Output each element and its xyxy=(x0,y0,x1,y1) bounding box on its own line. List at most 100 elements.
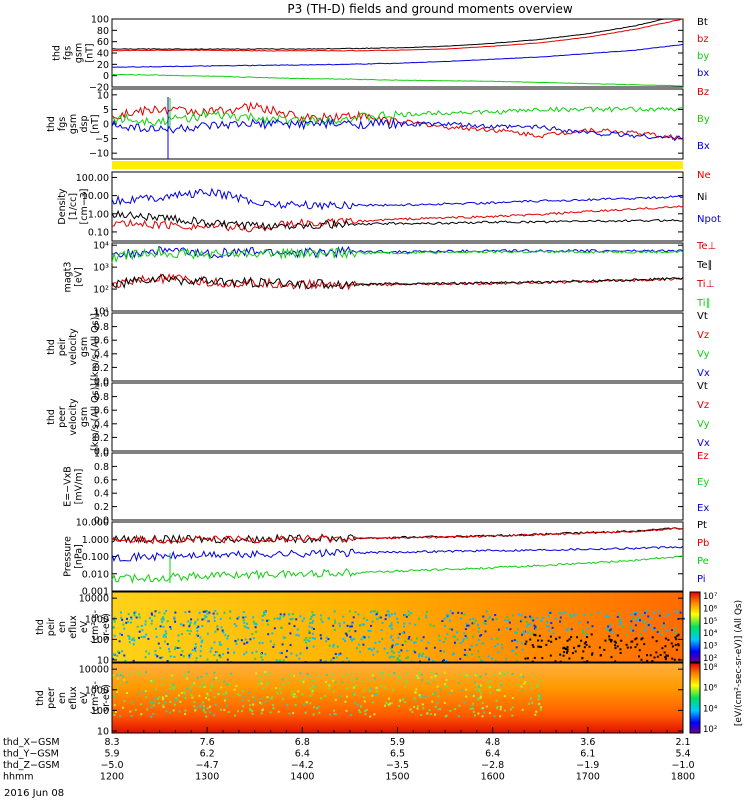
pressure-ytick-label: 0.100 xyxy=(82,552,109,563)
electron-spectrogram-pixel xyxy=(165,710,168,713)
ion-spectrogram-pixel xyxy=(113,653,116,656)
electron-spectrogram-pixel xyxy=(193,705,196,708)
electron-spectrogram-pixel xyxy=(332,690,335,693)
ion-spectrogram-pixel xyxy=(372,610,375,613)
efield-ytick-label: 0.6 xyxy=(94,475,109,486)
ion-spectrogram-pixel xyxy=(182,624,185,627)
ion-spectrogram-pixel xyxy=(194,650,197,652)
ion-spectrogram-pixel xyxy=(312,645,315,648)
ion-spectrogram-pixel xyxy=(463,632,466,635)
ion-spectrogram-pixel xyxy=(515,631,518,634)
ion-spectrogram-pixel xyxy=(414,641,417,644)
ion-spectrogram-pixel xyxy=(145,650,148,653)
ion-spectrogram-ylabel-line: peir xyxy=(46,618,57,637)
ion-spectrogram-pixel xyxy=(576,636,579,639)
ion-spectrogram-pixel xyxy=(428,658,431,661)
ion-spectrogram-pixel xyxy=(679,611,682,614)
ion-spectrogram-pixel xyxy=(180,653,183,656)
ion-spectrogram-pixel xyxy=(451,612,454,615)
ion-spectrogram-ytick-label: 1000 xyxy=(85,614,109,625)
ion-spectrogram-pixel xyxy=(572,614,575,617)
pressure-ytick-label: 10.000 xyxy=(76,518,109,529)
axis-row-value: 6.2 xyxy=(200,749,215,760)
electron-spectrogram-pixel xyxy=(465,688,468,691)
ion-spectrogram-ytick-label: 10000 xyxy=(79,594,109,605)
ion-spectrogram-pixel xyxy=(278,659,281,662)
ion-spectrogram-pixel xyxy=(477,623,479,626)
ion-spectrogram-pixel xyxy=(554,660,557,663)
ion-spectrogram-pixel xyxy=(159,625,162,628)
fgs-mag-legend-3: bx xyxy=(697,68,709,79)
electron-spectrogram-pixel xyxy=(355,685,357,688)
ion-velocity-legend-2: Vy xyxy=(697,349,710,360)
ion-spectrogram-pixel xyxy=(446,632,449,635)
electron-spectrogram-pixel xyxy=(382,676,385,679)
electron-spectrogram-pixel xyxy=(203,685,206,688)
electron-spectrogram-pixel xyxy=(369,687,372,690)
ion-spectrogram-pixel xyxy=(516,640,519,643)
electron-spectrogram-pixel xyxy=(458,682,460,685)
ion-spectrogram-pixel xyxy=(451,628,454,631)
electron-spectrogram-pixel xyxy=(409,708,412,711)
ion-spectrogram-pixel xyxy=(303,617,306,620)
electron-spectrogram-ylabel-line: en xyxy=(57,692,68,704)
ion-spectrogram-pixel xyxy=(243,642,246,645)
ion-colorbar-tick-label: 10⁷ xyxy=(703,592,718,602)
ion-spectrogram-pixel xyxy=(204,614,207,617)
pressure-ylabel-line: [nPa] xyxy=(74,544,85,569)
electron-spectrogram-pixel xyxy=(186,687,189,690)
electron-spectrogram-pixel xyxy=(267,681,269,684)
electron-spectrogram-pixel xyxy=(426,712,429,715)
ion-spectrogram-pixel xyxy=(626,646,629,649)
fgs-mag-ylabel-line: thd xyxy=(52,45,63,61)
ion-spectrogram-pixel xyxy=(475,644,478,647)
electron-spectrogram-pixel xyxy=(299,672,302,675)
electron-spectrogram-pixel xyxy=(493,673,496,676)
electron-spectrogram-pixel xyxy=(212,678,215,681)
ion-spectrogram-pixel xyxy=(123,627,126,630)
ion-spectrogram-pixel xyxy=(564,611,566,614)
ion-spectrogram-pixel xyxy=(607,616,610,619)
electron-spectrogram-pixel xyxy=(421,673,423,676)
ion-velocity-ylabel: thdpeirvelocitygsm[km/s (All Qs)] xyxy=(46,313,101,381)
electron-spectrogram-pixel xyxy=(430,713,433,716)
electron-spectrogram-pixel xyxy=(302,680,305,683)
ion-spectrogram-pixel xyxy=(189,653,192,656)
ion-spectrogram-pixel xyxy=(590,633,593,636)
density-ytick-label: 0.10 xyxy=(88,227,109,238)
ion-spectrogram-pixel xyxy=(392,651,395,654)
ion-spectrogram-pixel xyxy=(218,641,221,644)
ion-spectrogram-pixel xyxy=(662,622,665,625)
electron-spectrogram-pixel xyxy=(478,690,481,692)
density-ylabel-line: [cm−3] xyxy=(79,189,90,225)
ion-spectrogram-pixel xyxy=(465,622,468,625)
electron-spectrogram-pixel xyxy=(162,704,165,707)
density-ylabel-line: Density xyxy=(57,188,68,224)
electron-spectrogram-pixel xyxy=(200,675,203,678)
ion-spectrogram-pixel xyxy=(128,641,131,644)
electron-spectrogram-pixel xyxy=(304,711,307,714)
electron-spectrogram-pixel xyxy=(309,687,312,690)
ion-spectrogram-pixel xyxy=(348,629,351,632)
ion-spectrogram-pixel xyxy=(135,616,138,619)
ion-spectrogram-pixel xyxy=(532,645,535,648)
electron-spectrogram-pixel xyxy=(158,696,161,699)
fgs-mag-ylabel-line: fgs xyxy=(63,46,74,60)
ion-spectrogram-pixel xyxy=(200,645,202,648)
ion-spectrogram-pixel xyxy=(444,637,447,640)
electron-spectrogram-pixel xyxy=(477,685,480,688)
ion-spectrogram-pixel xyxy=(362,623,365,626)
ion-spectrogram-pixel xyxy=(252,616,255,619)
electron-spectrogram-pixel xyxy=(385,701,388,704)
ion-spectrogram-pixel xyxy=(410,612,413,615)
ion-spectrogram-pixel xyxy=(149,617,151,620)
ion-spectrogram-pixel xyxy=(267,619,270,622)
electron-spectrogram-pixel xyxy=(241,699,244,702)
ion-spectrogram-pixel xyxy=(620,639,623,642)
electron-spectrogram-pixel xyxy=(190,694,193,697)
ion-spectrogram-pixel xyxy=(608,635,611,638)
electron-spectrogram-pixel xyxy=(450,689,453,692)
ion-spectrogram-pixel xyxy=(174,648,176,650)
electron-spectrogram-pixel xyxy=(464,675,467,678)
axis-row-value: 1700 xyxy=(576,772,600,783)
